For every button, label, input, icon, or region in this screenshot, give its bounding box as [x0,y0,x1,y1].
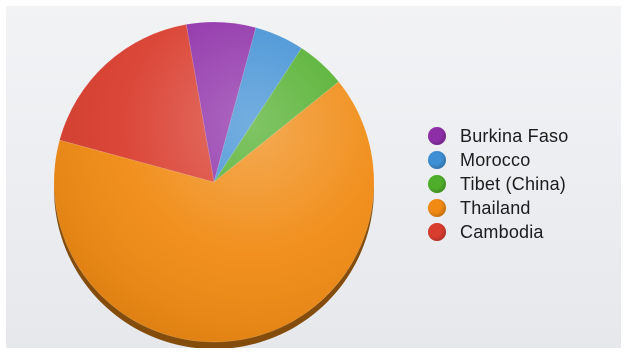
legend-swatch [428,223,446,241]
legend-item-morocco: Morocco [428,148,568,172]
legend-label: Thailand [460,197,531,218]
legend-item-tibet-china: Tibet (China) [428,172,568,196]
chart-frame: Burkina Faso Morocco Tibet (China) Thail… [6,6,621,348]
legend-label: Cambodia [460,221,544,242]
chart-legend: Burkina Faso Morocco Tibet (China) Thail… [428,124,568,244]
legend-label: Tibet (China) [460,173,566,194]
legend-item-burkina-faso: Burkina Faso [428,124,568,148]
legend-swatch [428,127,446,145]
legend-label: Morocco [460,149,531,170]
legend-item-thailand: Thailand [428,196,568,220]
legend-swatch [428,199,446,217]
legend-swatch [428,175,446,193]
legend-swatch [428,151,446,169]
legend-label: Burkina Faso [460,125,569,146]
legend-item-cambodia: Cambodia [428,220,568,244]
